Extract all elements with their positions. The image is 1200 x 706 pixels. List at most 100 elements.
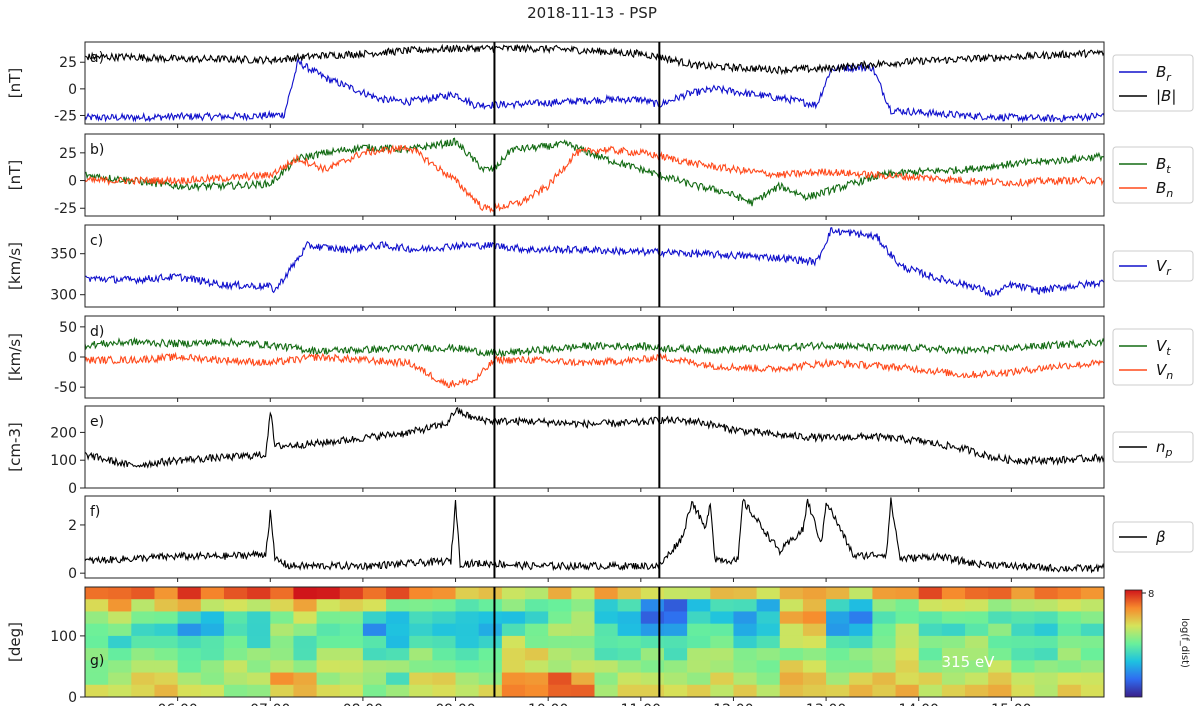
heatmap-cell	[200, 684, 225, 697]
heatmap-cell	[1057, 599, 1082, 613]
heatmap-cell	[1011, 611, 1036, 625]
heatmap-cell	[756, 587, 781, 600]
heatmap-cell	[965, 611, 989, 625]
heatmap-cell	[849, 684, 874, 697]
heatmap-cell	[895, 623, 920, 637]
panel-c: c) 350 300 [km/s]	[6, 224, 1105, 311]
legend-a: Br|B|	[1112, 54, 1194, 112]
heatmap-cell	[154, 599, 179, 613]
heatmap-cell	[965, 623, 989, 637]
heatmap-cell	[1034, 672, 1059, 686]
heatmap-cell	[270, 599, 295, 613]
heatmap-cell	[548, 684, 572, 697]
heatmap-cell	[548, 648, 572, 661]
heatmap-cell	[85, 623, 109, 637]
y-tick-label: -25	[54, 108, 77, 124]
heatmap-cell	[409, 648, 433, 661]
heatmap-cell	[640, 587, 665, 600]
heatmap-cell	[1057, 587, 1082, 600]
heatmap-cell	[571, 635, 596, 649]
legend-box	[1112, 54, 1194, 112]
heatmap-cell	[663, 660, 688, 674]
heatmap-cell	[594, 635, 619, 649]
series-line	[85, 227, 1104, 297]
y-tick-label: 200	[50, 425, 77, 441]
panel-frame	[84, 495, 1105, 579]
y-axis-label: [cm-3]	[6, 422, 24, 472]
heatmap-cell	[779, 623, 804, 637]
heatmap-cell	[270, 684, 295, 697]
heatmap-cell	[177, 660, 202, 674]
panel-frame	[84, 224, 1105, 308]
heatmap-cell	[640, 611, 665, 625]
heatmap-cell	[177, 635, 202, 649]
heatmap-cell	[1034, 599, 1059, 613]
heatmap-cell	[733, 684, 758, 697]
series-lines	[85, 336, 1104, 389]
heatmap-cell	[247, 660, 271, 674]
series-line	[85, 57, 1104, 124]
heatmap-cell	[640, 599, 665, 613]
heatmap-cell	[247, 587, 271, 600]
heatmap-cell	[85, 660, 109, 674]
heatmap-cell	[478, 648, 503, 661]
heatmap-cell	[386, 660, 410, 674]
heatmap-cell	[733, 599, 758, 613]
x-tick-label: 15:00	[991, 702, 1031, 706]
heatmap-cell	[1057, 635, 1082, 649]
heatmap-cell	[455, 635, 480, 649]
heatmap-cell	[965, 599, 989, 613]
heatmap-cell	[85, 672, 109, 686]
legend-box	[1112, 328, 1194, 386]
y-tick-label: 0	[68, 82, 77, 98]
panel-frame	[84, 405, 1105, 489]
heatmap-cell	[432, 599, 457, 613]
heatmap-cell	[177, 599, 202, 613]
x-tick-label: 10:00	[528, 702, 568, 706]
y-tick-label: 0	[68, 690, 77, 706]
panel-e: e) 200 100 0 [cm-3]	[6, 405, 1105, 497]
heatmap-cell	[548, 635, 572, 649]
heatmap-cell	[1080, 648, 1104, 661]
heatmap-cell	[802, 672, 827, 686]
heatmap-cell	[1057, 611, 1082, 625]
series-lines	[85, 406, 1104, 469]
heatmap-cell	[663, 684, 688, 697]
legend-box	[1112, 146, 1194, 204]
heatmap-cell	[733, 635, 758, 649]
heatmap-cell	[640, 648, 665, 661]
heatmap-cell	[293, 672, 318, 686]
heatmap-cell	[525, 684, 549, 697]
heatmap-cell	[663, 648, 688, 661]
heatmap-cell	[455, 660, 480, 674]
heatmap-cell	[965, 660, 989, 674]
x-tick-label: 14:00	[899, 702, 939, 706]
heatmap-cell	[687, 684, 711, 697]
y-tick-label: 2	[68, 518, 77, 534]
heatmap-cell	[779, 587, 804, 600]
heatmap-cell	[478, 623, 503, 637]
heatmap-cell	[177, 611, 202, 625]
heatmap-cell	[687, 599, 711, 613]
heatmap-cell	[779, 672, 804, 686]
y-axis-label: [deg]	[6, 622, 24, 662]
heatmap-cell	[571, 660, 596, 674]
heatmap-cell	[571, 684, 596, 697]
heatmap-cell	[85, 587, 109, 600]
heatmap-cell	[849, 611, 874, 625]
heatmap-cell	[409, 611, 433, 625]
heatmap-cell	[941, 623, 966, 637]
heatmap-cell	[316, 660, 341, 674]
heatmap-cell	[849, 623, 874, 637]
heatmap-cell	[895, 660, 920, 674]
heatmap-cell	[756, 684, 781, 697]
heatmap-cell	[571, 672, 596, 686]
heatmap-cell	[849, 635, 874, 649]
y-axis-label: [nT]	[6, 160, 24, 190]
heatmap-cell	[270, 635, 295, 649]
heatmap-cell	[965, 635, 989, 649]
heatmap-cell	[131, 635, 156, 649]
heatmap-cell	[108, 672, 132, 686]
heatmap-cell	[710, 599, 735, 613]
